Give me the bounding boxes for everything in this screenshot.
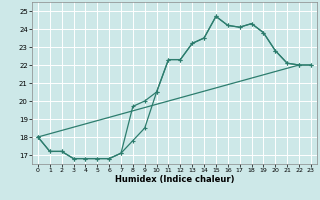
X-axis label: Humidex (Indice chaleur): Humidex (Indice chaleur)	[115, 175, 234, 184]
